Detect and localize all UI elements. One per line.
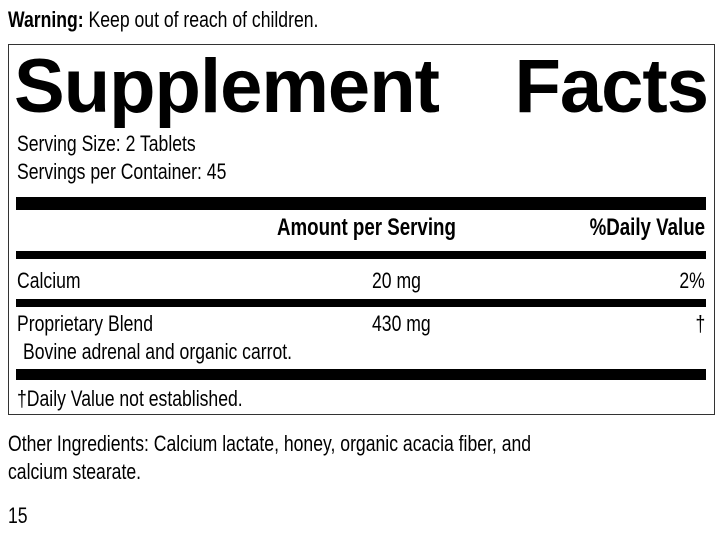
other-ingredients-line2: calcium stearate.: [8, 459, 142, 484]
divider: [16, 299, 706, 307]
page-number: 15: [8, 503, 28, 528]
title-supplement: Supplement: [14, 44, 440, 129]
supplement-facts-panel: [8, 44, 715, 415]
warning-label: Warning:: [8, 7, 84, 32]
row-detail: Bovine adrenal and organic carrot.: [23, 339, 293, 364]
header-daily-value: %Daily Value: [589, 214, 705, 241]
row-amount: 20 mg: [372, 268, 421, 293]
row-dv: 2%: [679, 268, 705, 293]
warning-line: Warning: Keep out of reach of children.: [8, 7, 318, 33]
divider: [16, 251, 706, 259]
row-name: Proprietary Blend: [17, 311, 153, 336]
header-amount: Amount per Serving: [277, 214, 456, 241]
divider-thick: [16, 197, 706, 210]
servings-per-container: Servings per Container: 45: [17, 159, 227, 184]
row-amount: 430 mg: [372, 311, 431, 336]
other-ingredients-line1: Other Ingredients: Calcium lactate, hone…: [8, 431, 532, 456]
warning-text: Keep out of reach of children.: [88, 7, 319, 32]
footnote: †Daily Value not established.: [17, 386, 243, 411]
row-dv: †: [695, 311, 705, 336]
row-name: Calcium: [17, 268, 81, 293]
panel-title: Supplement Facts: [14, 44, 709, 130]
serving-size: Serving Size: 2 Tablets: [17, 131, 196, 156]
divider-thick: [16, 369, 706, 380]
title-facts: Facts: [514, 44, 709, 129]
